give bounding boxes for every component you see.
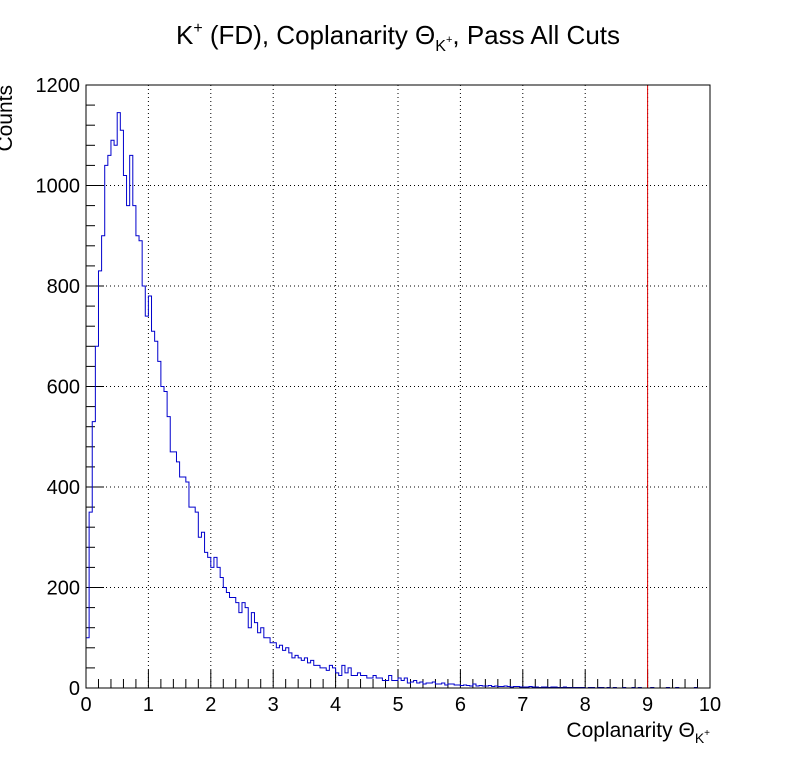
grid-lines [86,85,710,688]
y-tick-label: 200 [47,578,80,600]
x-tick-label: 6 [455,694,466,716]
x-tick-label: 0 [80,694,91,716]
y-tick-label: 800 [47,276,80,298]
x-tick-label: 3 [268,694,279,716]
x-tick-label: 8 [580,694,591,716]
x-tick-label: 7 [517,694,528,716]
x-tick-label: 4 [330,694,341,716]
tick-labels: 0 1 2 3 4 5 6 7 8 9 10 0 200 400 600 800 1000 1200 [36,75,722,716]
y-tick-label: 0 [69,678,80,700]
x-tick-label: 2 [205,694,216,716]
y-tick-label: 1200 [36,75,81,97]
x-tick-label: 1 [143,694,154,716]
x-axis-label: Coplanarity ΘK+ [566,719,710,746]
y-tick-label: 400 [47,477,80,499]
plot-frame [85,84,711,689]
x-tick-label: 9 [642,694,653,716]
x-tick-label: 5 [392,694,403,716]
y-tick-label: 1000 [36,176,81,198]
chart-title: K+ (FD), Coplanarity ΘK+, Pass All Cuts [176,20,620,55]
x-tick-label: 10 [699,694,721,716]
y-axis-label: Counts [0,85,17,152]
y-tick-label: 600 [47,377,80,399]
